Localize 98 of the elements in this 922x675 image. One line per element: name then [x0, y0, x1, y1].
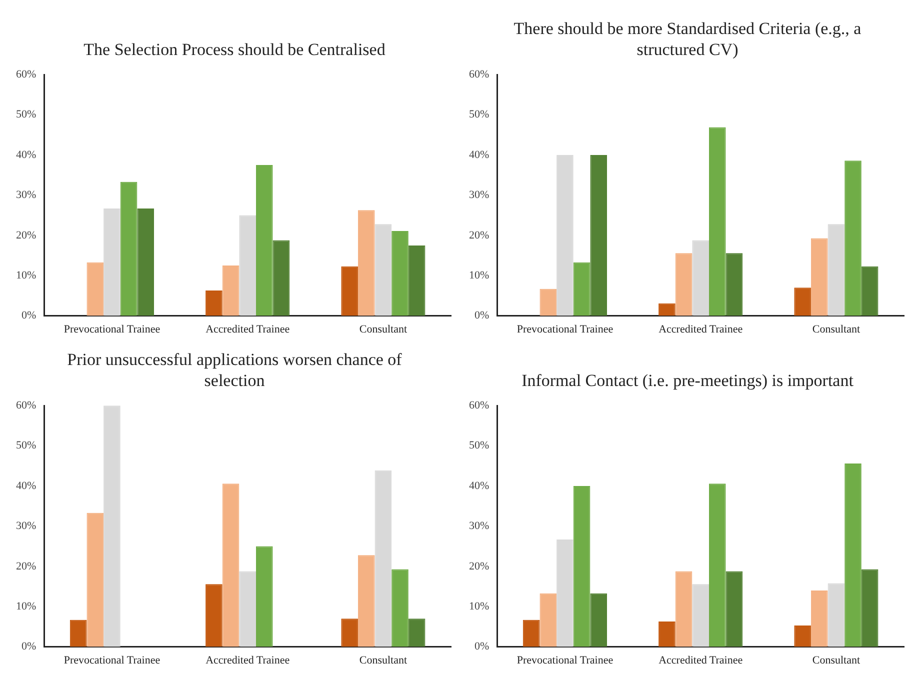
y-tick-label: 60%	[468, 399, 490, 412]
bar	[256, 546, 273, 647]
bar	[861, 266, 878, 316]
x-tick-label: Consultant	[812, 654, 860, 666]
y-tick-label: 30%	[468, 520, 490, 532]
bar	[222, 266, 240, 316]
bar	[392, 230, 408, 316]
y-tick-label: 20%	[468, 229, 490, 242]
bar	[794, 288, 811, 316]
bar	[556, 539, 574, 647]
bar	[104, 406, 120, 647]
y-tick-label: 20%	[468, 560, 490, 572]
bar	[341, 618, 358, 647]
y-tick-label: 0%	[474, 310, 490, 322]
y-tick-label: 20%	[16, 560, 36, 572]
y-tick-label: 50%	[16, 440, 36, 452]
x-tick-label: Consultant	[359, 323, 408, 336]
chart-title: Prior unsuccessful applications worsen chance of selection	[66, 349, 403, 391]
bar	[708, 127, 726, 316]
bar	[272, 240, 290, 316]
y-tick-label: 30%	[468, 189, 490, 202]
bar	[86, 512, 104, 647]
bar	[358, 210, 375, 316]
x-tick-label: Prevocational Trainee	[64, 654, 160, 666]
bar	[810, 590, 828, 647]
x-tick-label: Consultant	[359, 654, 408, 666]
bar	[844, 463, 862, 647]
y-tick-label: 30%	[16, 520, 36, 532]
bar	[137, 208, 154, 316]
y-tick-label: 10%	[16, 269, 36, 282]
bar	[256, 165, 273, 316]
y-tick-label: 60%	[468, 68, 490, 80]
x-tick-label: Accredited Trainee	[206, 654, 290, 666]
bar	[522, 620, 540, 647]
bar	[708, 484, 726, 647]
y-tick-label: 20%	[16, 229, 36, 242]
chart-title: There should be more Standardised Criteria (e.g., a structured CV)	[512, 18, 862, 60]
x-tick-label: Prevocational Trainee	[516, 654, 614, 666]
bar	[540, 288, 557, 316]
y-tick-label: 30%	[16, 189, 36, 202]
bar	[120, 182, 138, 316]
bar	[590, 155, 608, 316]
bar	[239, 215, 256, 316]
bar	[206, 584, 222, 647]
x-tick-label: Accredited Trainee	[658, 654, 743, 666]
bar	[573, 262, 590, 316]
y-tick-label: 60%	[16, 399, 36, 412]
bar	[675, 571, 692, 647]
y-tick-label: 10%	[16, 600, 36, 612]
bar	[573, 486, 590, 647]
bar	[658, 621, 676, 647]
y-tick-label: 40%	[468, 480, 490, 492]
y-tick-label: 0%	[21, 310, 36, 322]
y-tick-label: 0%	[474, 640, 490, 653]
y-tick-label: 60%	[16, 68, 36, 80]
y-tick-label: 0%	[21, 640, 36, 653]
bar	[222, 484, 240, 647]
bar	[590, 593, 608, 647]
bar	[828, 224, 845, 316]
bar	[86, 262, 104, 316]
bar	[408, 618, 426, 647]
bar	[861, 569, 878, 647]
bar	[374, 224, 392, 316]
bar	[392, 569, 408, 647]
bar	[794, 625, 811, 647]
bar	[726, 571, 743, 647]
y-tick-label: 40%	[468, 148, 490, 161]
x-tick-label: Consultant	[812, 323, 860, 336]
y-tick-label: 40%	[16, 480, 36, 492]
bar	[70, 620, 87, 647]
y-tick-label: 40%	[16, 148, 36, 161]
y-tick-label: 50%	[468, 440, 490, 452]
bar	[239, 571, 256, 647]
y-tick-label: 50%	[468, 108, 490, 121]
x-tick-label: Prevocational Trainee	[64, 323, 160, 336]
y-tick-label: 10%	[468, 269, 490, 282]
bar	[692, 240, 709, 316]
bar	[540, 593, 557, 647]
chart-title: Informal Contact (i.e. pre-meetings) is important	[520, 370, 854, 391]
bar	[828, 583, 845, 647]
bar	[341, 266, 358, 316]
y-tick-label: 50%	[16, 108, 36, 121]
chart-title: The Selection Process should be Centralised	[82, 39, 386, 60]
bar	[726, 253, 743, 316]
bar	[810, 238, 828, 316]
bar	[358, 555, 375, 647]
x-tick-label: Prevocational Trainee	[516, 323, 614, 336]
bar	[374, 470, 392, 647]
y-tick-label: 10%	[468, 600, 490, 612]
bar	[206, 290, 222, 316]
x-tick-label: Accredited Trainee	[206, 323, 290, 336]
bar	[692, 584, 709, 647]
bar	[104, 208, 120, 316]
bar	[675, 253, 692, 316]
bar	[556, 155, 574, 316]
bar	[844, 160, 862, 316]
x-tick-label: Accredited Trainee	[658, 323, 743, 336]
bar	[408, 245, 426, 316]
